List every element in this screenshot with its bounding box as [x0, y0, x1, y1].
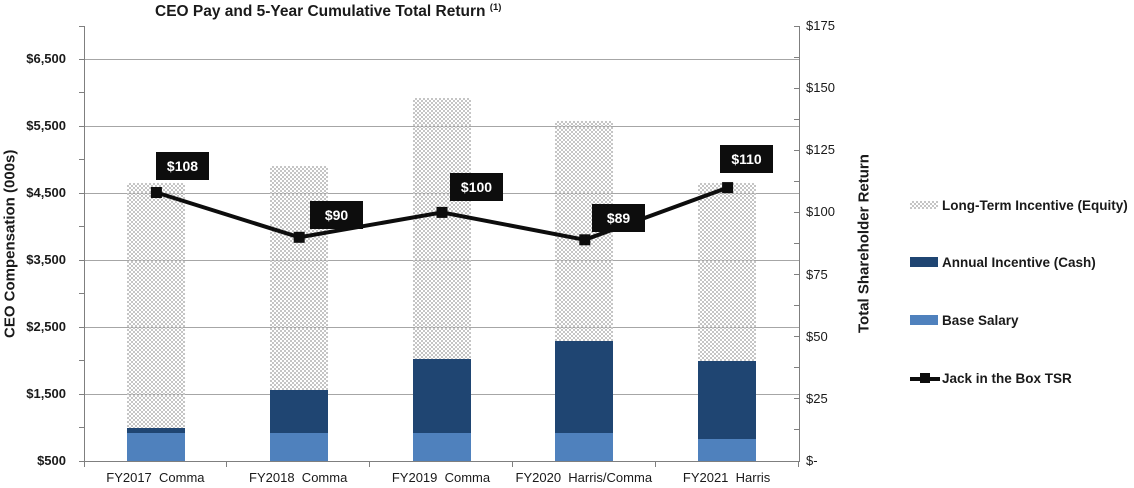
x-axis-category-label: FY2018 Comma: [249, 470, 348, 485]
bar-segment-long-term-incentive-equity-: [127, 183, 185, 429]
equity-pattern-swatch: [910, 201, 938, 209]
left-axis-tick: [79, 159, 84, 160]
left-axis-tick-label: $1,500: [26, 386, 66, 402]
right-axis-tick: [794, 243, 799, 244]
chart-title: CEO Pay and 5-Year Cumulative Total Retu…: [155, 2, 501, 21]
left-axis-tick: [79, 59, 84, 60]
legend-label: Annual Incentive (Cash): [942, 254, 1096, 270]
left-axis-tick: [79, 126, 84, 127]
bar-segment-annual-incentive-cash-: [270, 390, 328, 433]
right-axis-tick: [794, 274, 799, 275]
x-axis-category-label: FY2017 Comma: [106, 470, 205, 485]
left-axis-tick: [79, 92, 84, 93]
chart-title-footnote-ref: (1): [489, 2, 502, 13]
right-axis-tick: [794, 367, 799, 368]
bar-segment-annual-incentive-cash-: [127, 428, 185, 434]
right-axis-tick: [794, 212, 799, 213]
chart-title-text: CEO Pay and 5-Year Cumulative Total Retu…: [155, 3, 486, 21]
bar-segment-long-term-incentive-equity-: [698, 183, 756, 361]
left-axis-tick: [79, 461, 84, 462]
bar-segment-base-salary: [127, 433, 185, 461]
tsr-data-label: $90: [310, 201, 363, 229]
x-axis-tick: [369, 461, 370, 467]
x-axis-tick: [512, 461, 513, 467]
bar-segment-annual-incentive-cash-: [698, 360, 756, 439]
tsr-data-label: $89: [592, 204, 645, 232]
left-axis-tick-label: $500: [37, 453, 66, 468]
left-axis-tick-label: $5,500: [26, 118, 66, 134]
right-axis-tick-label: $100: [806, 204, 835, 220]
right-axis-tick: [794, 305, 799, 306]
right-axis-tick: [794, 119, 799, 120]
left-axis-tick: [79, 193, 84, 194]
tsr-marker: [436, 206, 448, 218]
left-axis-tick: [79, 293, 84, 294]
right-axis-tick: [794, 398, 799, 399]
bar-segment-long-term-incentive-equity-: [413, 97, 471, 359]
legend-item-base-salary: Base Salary: [910, 312, 1019, 328]
right-axis-tick-label: $150: [806, 80, 835, 96]
left-axis-tick: [79, 360, 84, 361]
left-axis-tick-label: $6,500: [26, 51, 66, 67]
tsr-data-label: $108: [156, 152, 209, 180]
right-axis-tick: [794, 150, 799, 151]
left-axis-tick: [79, 327, 84, 328]
legend-item-tsr: Jack in the Box TSR: [910, 370, 1072, 386]
x-axis-tick: [798, 461, 799, 467]
x-axis-tick: [226, 461, 227, 467]
x-axis-tick: [655, 461, 656, 467]
bar-segment-base-salary: [413, 432, 471, 461]
right-axis-tick: [794, 26, 799, 27]
tsr-data-label: $110: [720, 145, 773, 173]
x-axis-category-label: FY2021 Harris: [682, 470, 771, 485]
right-axis-tick: [794, 88, 799, 89]
left-axis-tick: [79, 260, 84, 261]
left-axis-tick: [79, 226, 84, 227]
right-axis-tick: [794, 336, 799, 337]
major-gridline: [85, 59, 799, 60]
bar-segment-base-salary: [698, 438, 756, 461]
left-axis-tick-label: $2,500: [26, 319, 66, 335]
tsr-marker: [722, 182, 734, 194]
tsr-marker: [579, 234, 591, 246]
x-axis-tick: [84, 461, 85, 467]
right-axis-tick-label: $25: [806, 390, 828, 406]
cash-color-swatch: [910, 257, 938, 267]
base-salary-color-swatch: [910, 315, 938, 325]
legend-item-annual-incentive: Annual Incentive (Cash): [910, 254, 1096, 270]
right-axis-tick-label: $-: [806, 453, 818, 468]
right-axis-tick: [794, 461, 799, 462]
bar-segment-base-salary: [270, 432, 328, 461]
right-axis-tick-label: $50: [806, 328, 828, 344]
right-axis-tick-label: $175: [806, 18, 835, 33]
right-axis-tick: [794, 181, 799, 182]
left-axis-tick: [79, 427, 84, 428]
tsr-data-label: $100: [450, 173, 503, 201]
right-axis-tick: [794, 429, 799, 430]
left-axis-tick: [79, 26, 84, 27]
x-axis-category-label: FY2019 Comma: [391, 470, 491, 485]
bar-segment-annual-incentive-cash-: [555, 340, 613, 434]
right-axis-tick-label: $125: [806, 142, 835, 158]
plot-area: $108 $90 $100 $89 $110: [84, 26, 800, 462]
x-axis-category-label: FY2020 Harris/Comma: [515, 470, 653, 485]
right-axis-tick: [794, 57, 799, 58]
tsr-marker: [293, 231, 305, 243]
legend-label: Base Salary: [942, 312, 1019, 328]
tsr-line-marker-swatch: [910, 372, 940, 384]
legend-item-long-term-incentive: Long-Term Incentive (Equity): [910, 197, 1128, 213]
tsr-marker: [150, 187, 162, 198]
bar-segment-annual-incentive-cash-: [413, 358, 471, 433]
legend-label: Long-Term Incentive (Equity): [942, 197, 1128, 213]
legend-label: Jack in the Box TSR: [942, 370, 1072, 386]
left-axis-tick-label: $3,500: [26, 252, 66, 268]
right-axis-tick-label: $75: [806, 266, 828, 282]
bar-segment-base-salary: [555, 433, 613, 461]
left-axis-tick-label: $4,500: [26, 185, 66, 201]
tsr-line-chart: [150, 182, 734, 246]
left-axis-tick: [79, 394, 84, 395]
